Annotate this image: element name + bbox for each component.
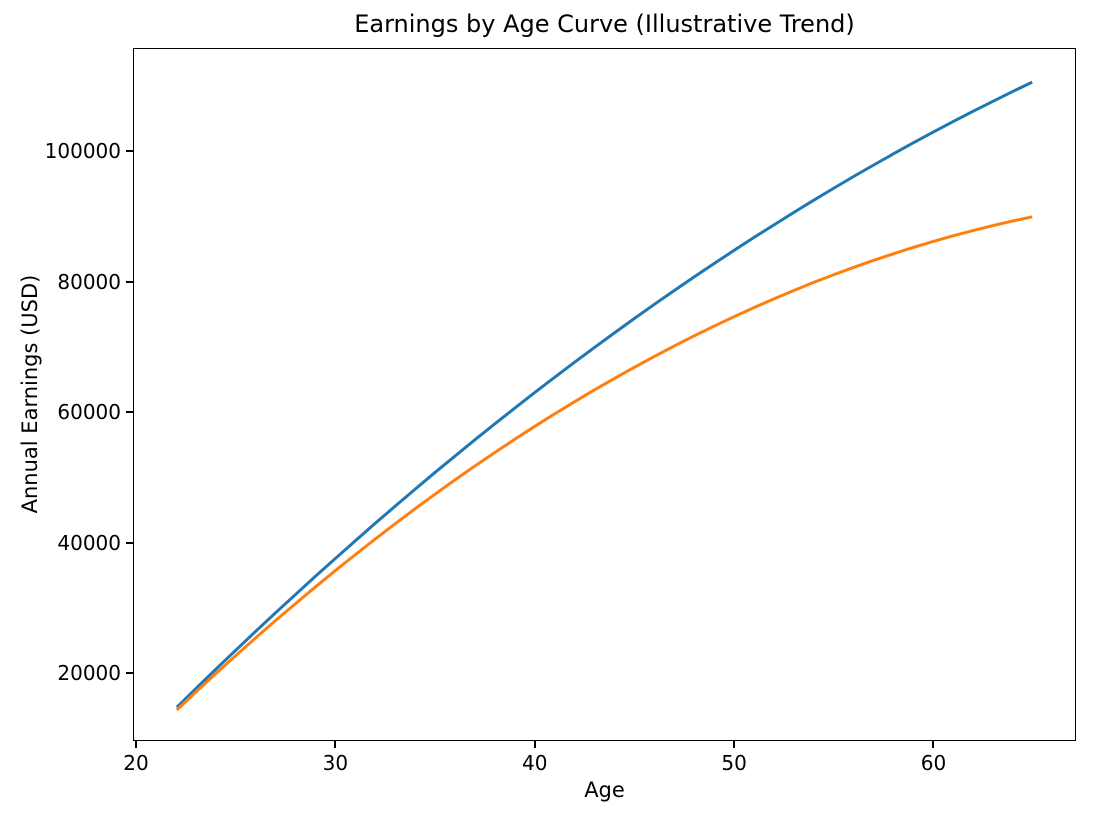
line-chart-canvas [175, 80, 1033, 712]
y-tick-label-60000: 60000 [57, 400, 121, 425]
x-tick-mark-60 [932, 741, 935, 748]
x-tick-label-20: 20 [123, 751, 149, 775]
chart-title: Earnings by Age Curve (Illustrative Tren… [354, 10, 855, 38]
x-tick-mark-30 [334, 741, 337, 748]
x-tick-label-40: 40 [521, 751, 548, 775]
plot-line-series-1-blue [175, 80, 1033, 709]
x-tick-mark-50 [733, 741, 736, 748]
x-tick-label-30: 30 [322, 751, 349, 775]
y-tick-mark-100000 [126, 150, 133, 153]
plot-line-series-2-orange [175, 215, 1033, 712]
x-tick-label-50: 50 [721, 751, 747, 775]
y-tick-mark-80000 [126, 280, 133, 283]
x-tick-mark-40 [533, 741, 536, 748]
y-tick-label-40000: 40000 [57, 530, 121, 555]
plot-area [133, 48, 1076, 741]
y-tick-mark-60000 [126, 411, 133, 414]
x-axis-label: Age [584, 778, 625, 802]
x-tick-mark-20 [134, 741, 137, 748]
y-tick-mark-20000 [126, 672, 133, 674]
y-axis-label: Annual Earnings (USD) [18, 274, 42, 514]
y-tick-label-80000: 80000 [57, 269, 121, 294]
y-tick-label-100000: 100000 [44, 139, 121, 164]
y-tick-label-20000: 20000 [57, 661, 121, 685]
y-tick-mark-40000 [126, 541, 133, 544]
x-tick-label-60: 60 [920, 751, 947, 775]
